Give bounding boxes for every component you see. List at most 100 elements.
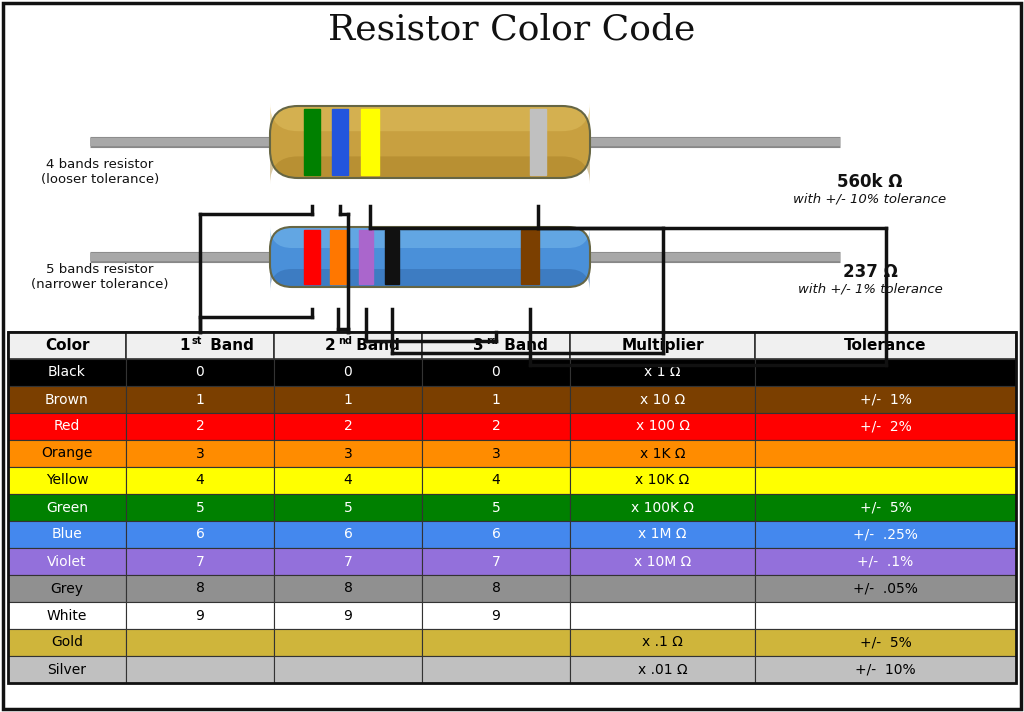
Bar bbox=[570, 467, 755, 494]
Bar bbox=[422, 359, 570, 386]
Bar bbox=[755, 467, 1016, 494]
Text: 5: 5 bbox=[344, 501, 352, 515]
Bar bbox=[126, 575, 274, 602]
FancyBboxPatch shape bbox=[270, 226, 590, 249]
Bar bbox=[126, 494, 274, 521]
Text: 7: 7 bbox=[196, 555, 205, 568]
Text: Multiplier: Multiplier bbox=[622, 338, 703, 353]
Text: 9: 9 bbox=[344, 609, 352, 622]
Bar bbox=[330, 230, 346, 284]
Bar bbox=[422, 386, 570, 413]
Bar bbox=[126, 413, 274, 440]
Text: 7: 7 bbox=[492, 555, 501, 568]
Bar bbox=[570, 602, 755, 629]
Text: x 10M Ω: x 10M Ω bbox=[634, 555, 691, 568]
Bar bbox=[8, 602, 126, 629]
Text: Silver: Silver bbox=[47, 662, 86, 676]
Text: 237 Ω: 237 Ω bbox=[843, 263, 897, 281]
Bar bbox=[304, 109, 319, 175]
Text: 8: 8 bbox=[344, 582, 352, 595]
Bar bbox=[274, 386, 422, 413]
Bar bbox=[274, 467, 422, 494]
Bar bbox=[274, 521, 422, 548]
Bar bbox=[422, 656, 570, 683]
Bar bbox=[274, 575, 422, 602]
Bar bbox=[570, 332, 755, 359]
Bar bbox=[304, 230, 319, 284]
Bar bbox=[8, 521, 126, 548]
Bar bbox=[361, 109, 379, 175]
Bar bbox=[570, 359, 755, 386]
Bar bbox=[8, 575, 126, 602]
Bar bbox=[8, 548, 126, 575]
Text: +/-  2%: +/- 2% bbox=[859, 419, 911, 434]
Bar bbox=[126, 440, 274, 467]
Bar bbox=[570, 440, 755, 467]
Bar bbox=[570, 629, 755, 656]
Text: +/-  10%: +/- 10% bbox=[855, 662, 915, 676]
Text: Red: Red bbox=[54, 419, 80, 434]
Bar bbox=[8, 332, 126, 359]
Text: x 1K Ω: x 1K Ω bbox=[640, 446, 685, 461]
Bar bbox=[126, 521, 274, 548]
Text: White: White bbox=[47, 609, 87, 622]
Text: Violet: Violet bbox=[47, 555, 87, 568]
Bar bbox=[126, 386, 274, 413]
Text: 4: 4 bbox=[344, 473, 352, 488]
Text: x 10K Ω: x 10K Ω bbox=[635, 473, 689, 488]
Text: 1: 1 bbox=[196, 392, 205, 407]
Bar bbox=[8, 440, 126, 467]
Bar bbox=[422, 332, 570, 359]
Text: Band: Band bbox=[499, 338, 548, 353]
Bar bbox=[570, 575, 755, 602]
Text: 7: 7 bbox=[344, 555, 352, 568]
Bar bbox=[8, 467, 126, 494]
Text: x .01 Ω: x .01 Ω bbox=[638, 662, 687, 676]
Bar bbox=[126, 548, 274, 575]
Bar bbox=[8, 494, 126, 521]
Bar bbox=[755, 521, 1016, 548]
Bar bbox=[570, 413, 755, 440]
Text: 5 bands resistor
(narrower tolerance): 5 bands resistor (narrower tolerance) bbox=[32, 263, 169, 291]
Text: 2: 2 bbox=[492, 419, 501, 434]
Text: 6: 6 bbox=[196, 528, 205, 542]
Text: Gold: Gold bbox=[51, 636, 83, 649]
Bar bbox=[274, 656, 422, 683]
Text: 6: 6 bbox=[492, 528, 501, 542]
Text: x 100K Ω: x 100K Ω bbox=[631, 501, 694, 515]
Text: nd: nd bbox=[338, 337, 352, 347]
Bar bbox=[332, 109, 348, 175]
Bar bbox=[570, 386, 755, 413]
Bar bbox=[422, 575, 570, 602]
FancyBboxPatch shape bbox=[270, 265, 590, 291]
Text: Yellow: Yellow bbox=[46, 473, 88, 488]
Bar bbox=[422, 440, 570, 467]
Text: 2: 2 bbox=[344, 419, 352, 434]
Bar bbox=[755, 359, 1016, 386]
Bar bbox=[385, 230, 399, 284]
Text: Band: Band bbox=[351, 338, 400, 353]
Bar bbox=[755, 575, 1016, 602]
FancyBboxPatch shape bbox=[270, 106, 590, 178]
Bar bbox=[422, 494, 570, 521]
Bar bbox=[274, 602, 422, 629]
Bar bbox=[422, 629, 570, 656]
Bar bbox=[570, 548, 755, 575]
Bar bbox=[8, 386, 126, 413]
Bar bbox=[126, 602, 274, 629]
Text: 1: 1 bbox=[179, 338, 190, 353]
Text: Color: Color bbox=[45, 338, 89, 353]
Bar bbox=[274, 629, 422, 656]
Bar bbox=[274, 440, 422, 467]
Bar bbox=[8, 656, 126, 683]
Text: with +/- 10% tolerance: with +/- 10% tolerance bbox=[794, 192, 946, 206]
Text: +/-  1%: +/- 1% bbox=[859, 392, 911, 407]
Text: 5: 5 bbox=[196, 501, 205, 515]
Text: Brown: Brown bbox=[45, 392, 89, 407]
Text: x .1 Ω: x .1 Ω bbox=[642, 636, 683, 649]
Text: 560k Ω: 560k Ω bbox=[838, 173, 903, 191]
Bar bbox=[126, 629, 274, 656]
Text: +/-  5%: +/- 5% bbox=[859, 501, 911, 515]
Bar bbox=[274, 332, 422, 359]
Bar bbox=[274, 494, 422, 521]
